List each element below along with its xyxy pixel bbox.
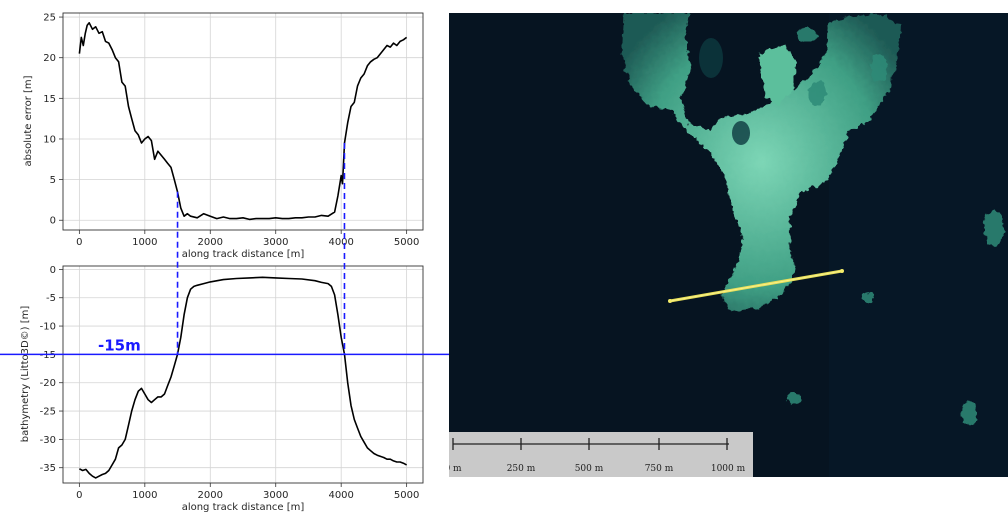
error-chart-xtick-label: 2000 bbox=[198, 237, 223, 248]
bathymetry-chart-ytick-label: -30 bbox=[40, 435, 56, 446]
bathymetry-chart-series-line bbox=[79, 276, 407, 479]
reef-islets bbox=[787, 27, 1004, 425]
scale-bar-ticks: 0 m 250 m 500 m 750 m 1000 m bbox=[449, 438, 746, 474]
error-chart-series bbox=[78, 22, 408, 221]
bathymetry-chart-series bbox=[79, 276, 407, 479]
error-chart-ytick-label: 15 bbox=[43, 94, 56, 105]
error-chart-xtick-label: 0 bbox=[76, 237, 82, 248]
error-chart-xlabel: along track distance [m] bbox=[182, 249, 305, 260]
bathymetry-chart-ytick-label: -15 bbox=[40, 350, 56, 361]
error-chart-ytick-label: 0 bbox=[50, 216, 56, 227]
bathymetry-chart-frame bbox=[63, 266, 423, 483]
error-chart-ytick-label: 25 bbox=[43, 13, 56, 24]
bathymetry-chart-x-ticks: 0 1000 2000 3000 4000 5000 bbox=[76, 483, 419, 501]
error-chart-series-line bbox=[78, 22, 408, 221]
bathymetry-chart-ytick-label: -35 bbox=[40, 463, 56, 474]
error-chart-xtick-label: 3000 bbox=[263, 237, 288, 248]
bathymetry-chart-ytick-label: -5 bbox=[46, 293, 56, 304]
error-chart-frame bbox=[63, 13, 423, 230]
satellite-image: 0 m 250 m 500 m 750 m 1000 m bbox=[449, 13, 1008, 477]
bathymetry-chart-xtick-label: 3000 bbox=[263, 490, 288, 501]
error-chart-ytick-label: 5 bbox=[50, 175, 56, 186]
threshold-label: -15m bbox=[98, 336, 141, 354]
track-end-marker bbox=[840, 269, 844, 273]
scale-bar-label: 0 m bbox=[449, 464, 462, 474]
scale-bar-label: 250 m bbox=[507, 464, 536, 474]
error-chart-xtick-label: 1000 bbox=[132, 237, 157, 248]
annotation-overlay: -15m bbox=[0, 143, 449, 356]
bathymetry-chart-y-ticks: 0 -5 -10 -15 -20 -25 -30 -35 bbox=[40, 265, 63, 474]
scale-bar: 0 m 250 m 500 m 750 m 1000 m bbox=[449, 432, 753, 477]
bathymetry-chart-xlabel: along track distance [m] bbox=[182, 502, 305, 513]
error-chart-ytick-label: 10 bbox=[43, 134, 56, 145]
bathymetry-chart-xtick-label: 5000 bbox=[394, 490, 419, 501]
bathymetry-chart-xtick-label: 4000 bbox=[328, 490, 353, 501]
error-chart-ytick-label: 20 bbox=[43, 53, 56, 64]
bathymetry-chart-ytick-label: 0 bbox=[50, 265, 56, 276]
error-chart-x-ticks: 0 1000 2000 3000 4000 5000 bbox=[76, 230, 419, 248]
scale-bar-label: 500 m bbox=[575, 464, 604, 474]
track-start-marker bbox=[668, 299, 672, 303]
bathymetry-chart-ytick-label: -10 bbox=[40, 322, 56, 333]
bathymetry-chart-ytick-label: -20 bbox=[40, 378, 56, 389]
error-chart-y-ticks: 0 5 10 15 20 25 bbox=[43, 13, 63, 227]
error-chart-grid bbox=[63, 13, 423, 230]
reef-shape bbox=[622, 13, 901, 311]
error-chart: 0 1000 2000 3000 4000 5000 0 5 10 15 20 25 along t… bbox=[23, 12, 424, 260]
bathymetry-chart-xtick-label: 2000 bbox=[198, 490, 223, 501]
bathymetry-chart-xtick-label: 1000 bbox=[132, 490, 157, 501]
plots-figure: 0 1000 2000 3000 4000 5000 0 5 10 15 20 25 along t… bbox=[0, 12, 449, 513]
error-chart-ylabel: absolute error [m] bbox=[23, 75, 34, 166]
bathymetry-chart-ytick-label: -25 bbox=[40, 407, 56, 418]
error-chart-xtick-label: 5000 bbox=[394, 237, 419, 248]
bathymetry-chart: 0 1000 2000 3000 4000 5000 0 -5 -10 -15 -20 -25 -30… bbox=[20, 265, 424, 513]
scale-bar-label: 750 m bbox=[645, 464, 674, 474]
bathymetry-chart-xtick-label: 0 bbox=[76, 490, 82, 501]
scale-bar-background bbox=[449, 432, 753, 477]
bathymetry-chart-ylabel: bathymetry (Litto3D©) [m] bbox=[20, 306, 31, 443]
scale-bar-label: 1000 m bbox=[711, 464, 746, 474]
reef-dark-patches bbox=[699, 38, 750, 145]
error-chart-xtick-label: 4000 bbox=[328, 237, 353, 248]
